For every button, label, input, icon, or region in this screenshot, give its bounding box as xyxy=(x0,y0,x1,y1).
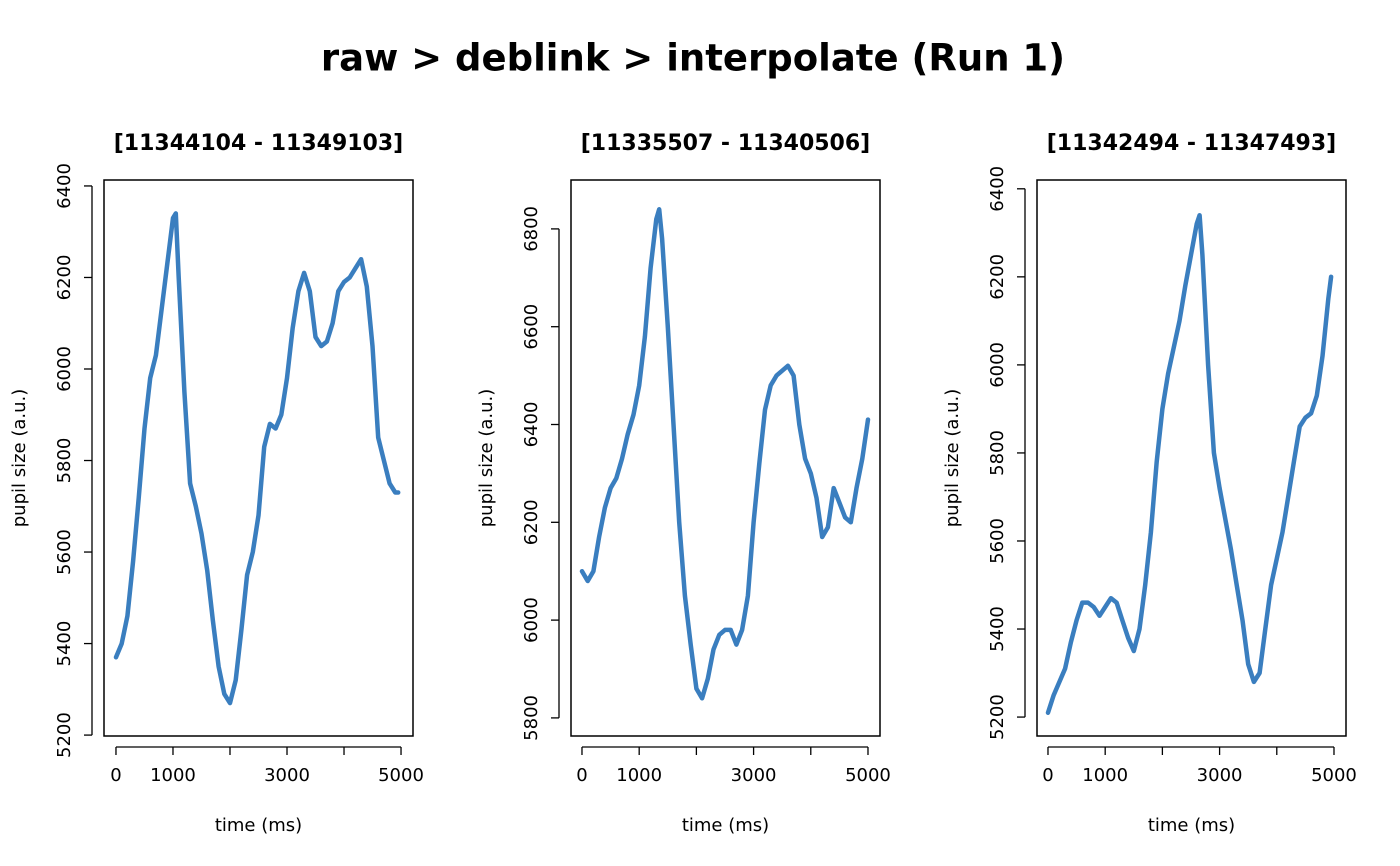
y-axis-label: pupil size (a.u.) xyxy=(9,389,30,528)
y-axis-label: pupil size (a.u.) xyxy=(942,389,963,528)
panel-title: [11342494 - 11347493] xyxy=(1047,131,1336,156)
plot-frame xyxy=(570,179,881,737)
y-tick-label: 5400 xyxy=(987,606,1008,652)
y-tick-label: 5600 xyxy=(54,529,75,575)
data-line xyxy=(579,207,871,701)
y-tick-label: 6000 xyxy=(54,346,75,392)
x-tick-label: 1000 xyxy=(616,765,662,786)
y-tick-label: 5800 xyxy=(54,438,75,484)
x-tick-label: 0 xyxy=(110,765,121,786)
plot-frame xyxy=(1036,179,1347,737)
x-axis-label: time (ms) xyxy=(682,815,769,836)
y-axis-label: pupil size (a.u.) xyxy=(476,389,497,528)
panel: [11342494 - 11347493] 0 1000 3000 5000 5200 54… xyxy=(942,131,1357,836)
x-tick-label: 1000 xyxy=(1082,765,1128,786)
y-tick-label: 5800 xyxy=(521,695,542,741)
x-tick-label: 0 xyxy=(1042,765,1053,786)
y-tick-label: 5200 xyxy=(54,712,75,758)
y-tick-label: 6000 xyxy=(987,342,1008,388)
y-tick-label: 5800 xyxy=(987,430,1008,476)
x-axis-label: time (ms) xyxy=(215,815,302,836)
panel: [11344104 - 11349103] 0 1000 3000 5000 5200 54… xyxy=(9,131,424,836)
panel: [11335507 - 11340506] 0 1000 3000 5000 5800 60… xyxy=(476,131,891,836)
y-tick-label: 6000 xyxy=(521,597,542,643)
panel-title: [11344104 - 11349103] xyxy=(114,131,403,156)
x-tick-label: 3000 xyxy=(1197,765,1243,786)
x-tick-label: 3000 xyxy=(264,765,310,786)
x-axis-label: time (ms) xyxy=(1148,815,1235,836)
y-tick-label: 6200 xyxy=(987,254,1008,300)
y-tick-label: 6400 xyxy=(54,163,75,209)
x-tick-label: 3000 xyxy=(731,765,777,786)
figure-title: raw > deblink > interpolate (Run 1) xyxy=(321,37,1065,80)
plot-frame xyxy=(103,179,414,737)
x-tick-label: 1000 xyxy=(150,765,196,786)
y-tick-label: 5400 xyxy=(54,621,75,667)
panel-title: [11335507 - 11340506] xyxy=(581,131,870,156)
y-tick-label: 5600 xyxy=(987,518,1008,564)
x-tick-label: 5000 xyxy=(378,765,424,786)
x-tick-label: 5000 xyxy=(1311,765,1357,786)
y-tick-label: 6200 xyxy=(521,499,542,545)
y-tick-label: 5200 xyxy=(987,694,1008,740)
y-tick-label: 6800 xyxy=(521,206,542,252)
data-line xyxy=(1045,212,1334,715)
x-tick-label: 5000 xyxy=(845,765,891,786)
data-line xyxy=(113,211,401,706)
y-tick-label: 6400 xyxy=(521,402,542,448)
y-tick-label: 6600 xyxy=(521,304,542,350)
y-tick-label: 6400 xyxy=(987,166,1008,212)
y-tick-label: 6200 xyxy=(54,255,75,301)
x-tick-label: 0 xyxy=(576,765,587,786)
